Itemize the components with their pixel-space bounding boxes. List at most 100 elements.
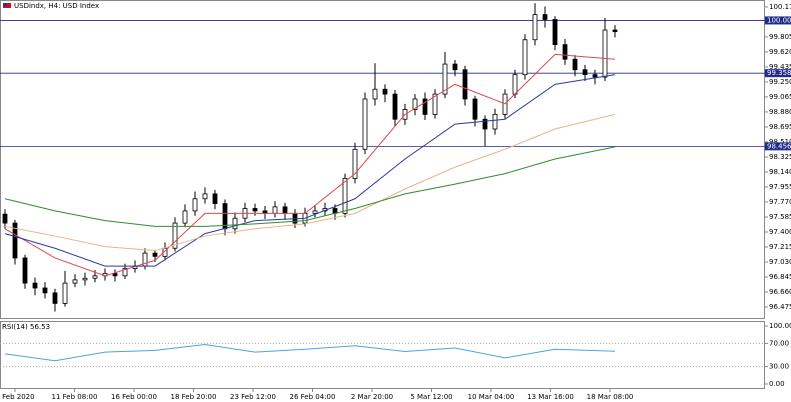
candle-body <box>22 257 28 284</box>
candle-body <box>512 74 518 95</box>
x-tick-label: 5 Mar 12:00 <box>410 393 452 401</box>
y-tick-label: 97.030 <box>769 258 791 266</box>
rsi-label: RSI(14) 56.53 <box>2 323 50 331</box>
candle-body <box>422 98 428 115</box>
candle-body <box>412 98 418 110</box>
y-tick-label: 99.065 <box>769 93 791 101</box>
x-tick-label: 7 Feb 2020 <box>0 393 35 401</box>
y-tick-label: 97.215 <box>769 243 791 251</box>
candle-body <box>452 63 458 71</box>
price-level-label: 98.456 <box>767 142 791 150</box>
y-tick-label: 98.325 <box>769 153 791 161</box>
candle-body <box>32 282 38 289</box>
candle-body <box>182 210 188 224</box>
candle-body <box>602 29 608 78</box>
candle-body <box>582 69 588 76</box>
flag-icon-canton <box>3 3 7 6</box>
moving-average <box>4 146 616 227</box>
y-tick-label: 98.880 <box>769 108 791 116</box>
candle-body <box>12 222 18 259</box>
y-tick-label: 99.620 <box>769 48 791 56</box>
candle-body <box>272 206 278 214</box>
candle-body <box>462 69 468 100</box>
candle-body <box>372 88 378 100</box>
y-tick-label: 97.400 <box>769 228 791 236</box>
candle-body <box>492 113 498 130</box>
y-tick-label: 97.585 <box>769 213 791 221</box>
price-level-label: 100.008 <box>767 16 791 24</box>
candle-body <box>342 178 348 214</box>
candle-body <box>252 208 258 212</box>
price-pane <box>0 0 765 319</box>
candle-body <box>532 14 538 41</box>
candle-body <box>92 275 98 279</box>
x-tick-label: 11 Feb 08:00 <box>52 393 98 401</box>
rsi-tick-label: 70.00 <box>769 339 789 347</box>
y-tick-label: 96.475 <box>769 303 791 311</box>
candle-body <box>442 63 448 95</box>
x-tick-label: 13 Mar 16:00 <box>527 393 574 401</box>
rsi-tick-label: 100.00 <box>769 322 791 330</box>
candle-body <box>352 148 358 179</box>
candle-body <box>282 206 288 214</box>
rsi-tick-label: 30.00 <box>769 363 789 371</box>
y-tick-label: 97.955 <box>769 183 791 191</box>
candle-body <box>72 279 78 284</box>
rsi-value: 56.53 <box>30 323 50 331</box>
candle-body <box>382 88 388 95</box>
candle-body <box>42 287 48 294</box>
candle-body <box>312 210 318 214</box>
candle-body <box>152 252 158 257</box>
x-tick-label: 23 Feb 12:00 <box>230 393 276 401</box>
moving-average <box>4 53 616 277</box>
price-level-tag <box>765 16 791 25</box>
candle-body <box>2 213 8 224</box>
candle-body <box>62 282 68 304</box>
y-tick-label: 97.770 <box>769 198 791 206</box>
x-tick-label: 26 Feb 04:00 <box>290 393 336 401</box>
candle-body <box>232 217 238 230</box>
price-level-tag <box>765 69 791 78</box>
y-tick-label: 96.660 <box>769 288 791 296</box>
x-tick-label: 16 Feb 00:00 <box>111 393 157 401</box>
candle-body <box>212 193 218 205</box>
rsi-name: RSI(14) <box>2 323 28 331</box>
y-tick-label: 99.805 <box>769 33 791 41</box>
y-tick-label: 96.845 <box>769 273 791 281</box>
candle-body <box>482 118 488 130</box>
candle-body <box>612 29 618 33</box>
x-tick-label: 18 Mar 08:00 <box>587 393 634 401</box>
x-tick-label: 2 Mar 20:00 <box>351 393 393 401</box>
candle-body <box>362 98 368 150</box>
y-tick-label: 99.250 <box>769 78 791 86</box>
candle-body <box>52 292 58 304</box>
price-level-label: 99.358 <box>767 69 791 77</box>
moving-average <box>4 113 616 252</box>
x-tick-label: 10 Mar 04:00 <box>468 393 515 401</box>
candle-body <box>192 198 198 212</box>
y-tick-label: 98.510 <box>769 138 791 146</box>
moving-average <box>4 74 616 267</box>
candle-body <box>562 44 568 60</box>
candle-body <box>592 74 598 78</box>
candle-body <box>472 98 478 120</box>
candle-body <box>392 93 398 120</box>
y-tick-label: 98.695 <box>769 123 791 131</box>
y-tick-label: 99.435 <box>769 63 791 71</box>
candle-body <box>552 19 558 46</box>
y-tick-label: 100.175 <box>769 3 791 11</box>
candle-body <box>432 93 438 115</box>
candle-body <box>122 268 128 277</box>
rsi-tick-label: 0.00 <box>769 380 785 388</box>
candle-body <box>202 193 208 200</box>
y-tick-label: 98.140 <box>769 168 791 176</box>
x-tick-label: 18 Feb 20:00 <box>171 393 217 401</box>
chart-title: USDindx, H4: USD Index <box>14 2 99 10</box>
rsi-line <box>4 344 616 362</box>
candle-body <box>82 277 88 281</box>
candle-body <box>542 14 548 20</box>
candle-body <box>112 272 118 277</box>
price-level-tag <box>765 142 791 151</box>
candle-body <box>572 58 578 71</box>
